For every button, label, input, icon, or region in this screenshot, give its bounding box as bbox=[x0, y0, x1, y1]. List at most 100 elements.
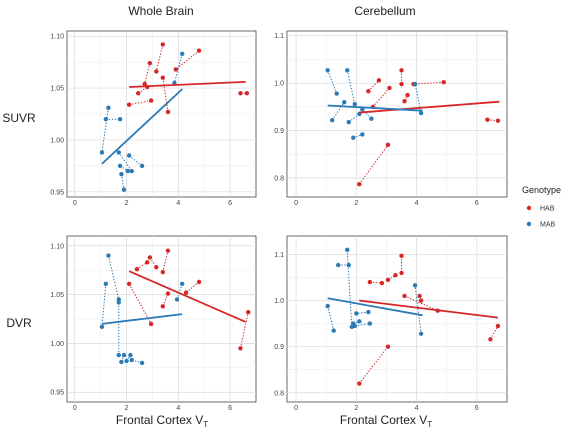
y-tick-label: 1.00 bbox=[50, 137, 64, 144]
x-tick-label: 6 bbox=[475, 405, 479, 412]
x-axis-titles: Frontal Cortex VT Frontal Cortex VT bbox=[116, 413, 432, 429]
mab-point bbox=[351, 135, 356, 140]
mab-point bbox=[117, 116, 123, 122]
mab-point bbox=[336, 262, 341, 268]
hab-point bbox=[357, 381, 362, 386]
legend-title: Genotype bbox=[522, 185, 561, 195]
y-tick-label: 1.05 bbox=[50, 292, 64, 299]
hab-point bbox=[366, 89, 371, 94]
hab-point bbox=[238, 91, 243, 96]
mab-point bbox=[418, 331, 424, 336]
hab-point bbox=[399, 253, 404, 259]
mab-point bbox=[125, 168, 131, 174]
x-tick-label: 0 bbox=[73, 405, 77, 412]
mab-fit-line bbox=[101, 313, 183, 325]
legend-key-mab bbox=[526, 221, 532, 227]
column-title-cerebellum: Cerebellum bbox=[354, 4, 415, 18]
mab-point bbox=[346, 262, 351, 268]
panels: 0 2 4 60.951.001.051.100 2 4 60.80.91.01.10 2 4 6… bbox=[50, 30, 508, 412]
mab-point bbox=[369, 116, 374, 121]
mab-point bbox=[331, 328, 336, 333]
mab-point bbox=[352, 323, 358, 329]
hab-point bbox=[165, 291, 171, 296]
hab-point bbox=[165, 109, 171, 115]
mab-pair-link bbox=[414, 84, 422, 114]
column-titles: Whole Brain Cerebellum bbox=[128, 4, 415, 18]
hab-point bbox=[148, 321, 154, 327]
hab-point bbox=[196, 279, 202, 285]
x-tick-label: 6 bbox=[228, 200, 232, 207]
x-tick-label: 4 bbox=[415, 405, 419, 412]
mab-point bbox=[129, 357, 134, 363]
mab-point bbox=[174, 297, 180, 302]
mab-point bbox=[99, 324, 105, 330]
x-tick-label: 2 bbox=[354, 405, 358, 412]
mab-point bbox=[352, 101, 358, 107]
hab-point bbox=[126, 102, 132, 107]
mab-point bbox=[354, 311, 359, 316]
y-tick-label: 0.95 bbox=[50, 189, 64, 196]
mab-point bbox=[129, 168, 134, 174]
hab-point bbox=[135, 91, 141, 96]
hab-point bbox=[402, 98, 407, 104]
y-tick-label: 0.9 bbox=[274, 344, 284, 351]
mab-pair-link bbox=[346, 249, 353, 327]
hab-pair-link bbox=[239, 312, 249, 349]
hab-point bbox=[148, 98, 154, 103]
mab-point bbox=[126, 153, 132, 158]
hab-point bbox=[357, 181, 362, 187]
mab-point bbox=[346, 119, 351, 125]
hab-point bbox=[160, 75, 165, 80]
hab-point bbox=[244, 91, 250, 96]
mab-pair-link bbox=[348, 113, 360, 123]
hab-pair-link bbox=[372, 87, 390, 108]
mab-point bbox=[366, 309, 371, 315]
x-tick-label: 2 bbox=[125, 405, 129, 412]
hab-point bbox=[495, 118, 501, 123]
x-tick-label: 0 bbox=[294, 200, 298, 207]
mab-point bbox=[418, 110, 424, 116]
mab-pair-link bbox=[327, 70, 338, 94]
mab-point bbox=[103, 116, 109, 122]
hab-pair-link bbox=[162, 250, 169, 273]
hab-pair-link bbox=[175, 50, 200, 70]
hab-point bbox=[495, 323, 501, 329]
mab-point bbox=[180, 51, 185, 57]
legend-label-hab: HAB bbox=[540, 206, 555, 213]
mab-pair-link bbox=[101, 283, 107, 327]
hab-point bbox=[246, 309, 251, 315]
hab-pair-link bbox=[404, 295, 438, 312]
x-axis-title-sub: T bbox=[427, 420, 432, 429]
mab-pair-link bbox=[414, 285, 422, 334]
hab-point bbox=[393, 272, 398, 278]
hab-point bbox=[145, 260, 150, 265]
mab-point bbox=[121, 187, 127, 192]
mab-point bbox=[106, 105, 111, 110]
y-tick-label: 0.95 bbox=[50, 390, 64, 397]
mab-point bbox=[139, 163, 145, 169]
hab-pair-link bbox=[162, 293, 169, 307]
hab-pair-link bbox=[129, 100, 152, 106]
hab-point bbox=[154, 265, 159, 270]
hab-point bbox=[134, 267, 140, 272]
hab-pair-link bbox=[144, 63, 151, 85]
mab-point bbox=[360, 132, 365, 137]
hab-point bbox=[142, 81, 147, 87]
legend-entries: HAB MAB bbox=[526, 206, 556, 229]
hab-point bbox=[399, 68, 404, 73]
row-labels: SUVR DVR bbox=[2, 111, 36, 330]
hab-point bbox=[147, 255, 153, 260]
y-tick-label: 1.05 bbox=[50, 86, 64, 93]
hab-point bbox=[196, 48, 202, 53]
mab-point bbox=[345, 68, 350, 73]
x-tick-label: 2 bbox=[125, 200, 129, 207]
hab-fit-line bbox=[359, 299, 499, 319]
hab-point bbox=[173, 67, 178, 72]
hab-point bbox=[385, 142, 391, 148]
hab-point bbox=[418, 298, 424, 303]
y-tick-label: 1.1 bbox=[274, 252, 284, 259]
mab-point bbox=[330, 117, 335, 123]
panel-frame bbox=[286, 235, 508, 403]
x-axis-title-main: Frontal Cortex V bbox=[116, 413, 203, 427]
